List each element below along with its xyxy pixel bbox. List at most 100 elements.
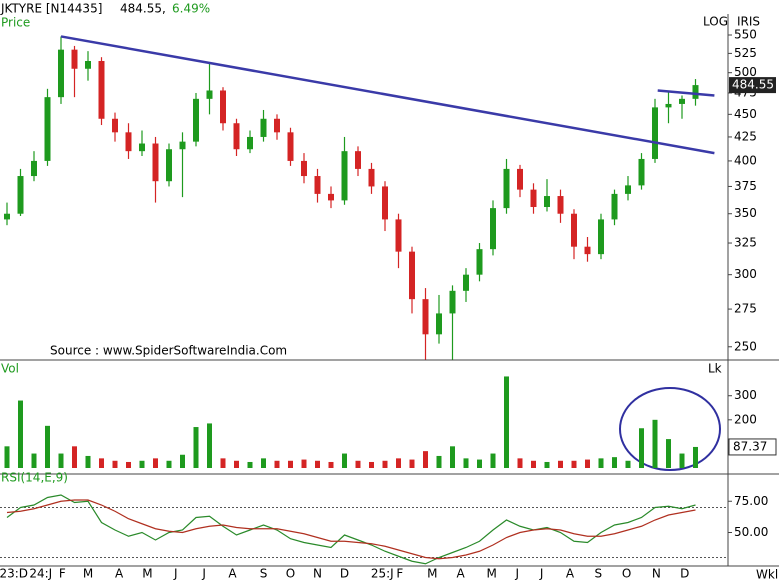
candle-body (44, 97, 51, 161)
y-tick-label: 400 (734, 153, 757, 167)
x-tick-label: N (313, 567, 322, 581)
y-tick-label: 525 (734, 46, 757, 60)
x-tick-label: 24:J (29, 567, 52, 581)
candle-body (476, 249, 483, 275)
candle-body (584, 246, 591, 255)
x-tick-label: F (396, 567, 403, 581)
volume-bar (315, 460, 320, 468)
x-tick-label: M (142, 567, 152, 581)
candle-body (341, 151, 348, 201)
y-tick-label: 200 (734, 412, 757, 426)
x-tick-label: D (680, 567, 689, 581)
volume-bar (652, 419, 658, 468)
volume-bar (625, 460, 631, 468)
candle-body (301, 160, 307, 177)
candle-body (665, 103, 672, 108)
volume-bar (58, 453, 64, 468)
last-volume-label: 87.37 (733, 439, 767, 453)
candle-body (449, 290, 456, 314)
candle-body (611, 193, 618, 220)
x-tick-label: 25:J (371, 567, 394, 581)
candle-body (355, 151, 361, 169)
x-tick-label: O (286, 567, 295, 581)
volume-bar (112, 460, 118, 468)
candle-body (679, 98, 685, 104)
volume-bar (99, 458, 104, 468)
x-tick-label: 23:D (0, 567, 28, 581)
volume-bar (31, 453, 37, 468)
candle-body (382, 186, 388, 220)
candle-body (233, 123, 240, 150)
candle-body (166, 149, 172, 182)
x-tick-label: S (260, 567, 268, 581)
candle-body (490, 208, 496, 250)
volume-bar (477, 459, 482, 468)
candle-body (193, 98, 199, 142)
rsi-line (6, 494, 696, 565)
volume-bar (504, 376, 509, 468)
candle-body (544, 196, 550, 208)
candle-body (503, 168, 510, 209)
volume-bar (288, 460, 293, 468)
candle-body (517, 168, 523, 190)
last-volume-box (728, 438, 777, 456)
candle-body (463, 274, 469, 291)
x-tick-label: A (566, 567, 575, 581)
candle-body (112, 118, 118, 133)
candle-body (436, 313, 442, 335)
candle-body (206, 90, 213, 99)
volume-bar (207, 423, 212, 468)
highlight-ellipse (619, 387, 721, 471)
panel-label: Vol (1, 362, 19, 376)
candle-body (71, 49, 78, 69)
x-tick-label: A (115, 567, 124, 581)
x-tick-label: J (515, 567, 520, 581)
change-text: 6.49% (172, 2, 210, 16)
trendline (60, 35, 715, 155)
volume-bar (166, 460, 172, 468)
candle-body (652, 107, 658, 159)
candle-body (395, 219, 402, 252)
x-tick-label: M (83, 567, 93, 581)
scale-label: LOG (703, 15, 728, 29)
annotation: Source : www.SpiderSoftwareIndia.Com (50, 344, 287, 358)
y-tick-label: 425 (734, 129, 757, 143)
candle-body (179, 141, 186, 150)
volume-bar (328, 461, 334, 468)
volume-bar (274, 460, 280, 468)
x-tick-label: D (340, 567, 349, 581)
volume-bar (436, 455, 442, 468)
y-tick-label: 250 (734, 339, 757, 353)
candle-body (31, 160, 37, 177)
volume-bar (409, 459, 415, 468)
candle-body (557, 196, 564, 214)
candle-body (571, 213, 577, 247)
volume-bar (679, 453, 685, 468)
volume-bar (72, 446, 77, 468)
x-tick-label: F (59, 567, 66, 581)
y-tick-label: 550 (734, 28, 757, 42)
candle-body (368, 168, 375, 187)
volume-bar (126, 461, 131, 468)
x-tick-label: J (173, 567, 178, 581)
y-tick-label: 275 (734, 302, 757, 316)
period-label: Wkl (756, 568, 778, 581)
volume-bar (220, 458, 226, 468)
unit-label: Lk (708, 362, 722, 376)
x-tick-label: M (427, 567, 437, 581)
volume-bar (558, 460, 563, 468)
y-tick-label: 350 (734, 206, 757, 220)
volume-bar (369, 461, 374, 468)
y-tick-label: 300 (734, 388, 757, 402)
source-label: IRIS (737, 15, 760, 29)
last-price-box (729, 77, 776, 94)
x-tick-label: J (201, 567, 206, 581)
trendline (657, 89, 715, 97)
candle-body (422, 299, 429, 335)
candle-body (409, 251, 415, 300)
volume-bar (693, 446, 698, 468)
candle-body (17, 176, 24, 214)
candle-body (220, 90, 226, 124)
volume-bar (423, 451, 428, 468)
